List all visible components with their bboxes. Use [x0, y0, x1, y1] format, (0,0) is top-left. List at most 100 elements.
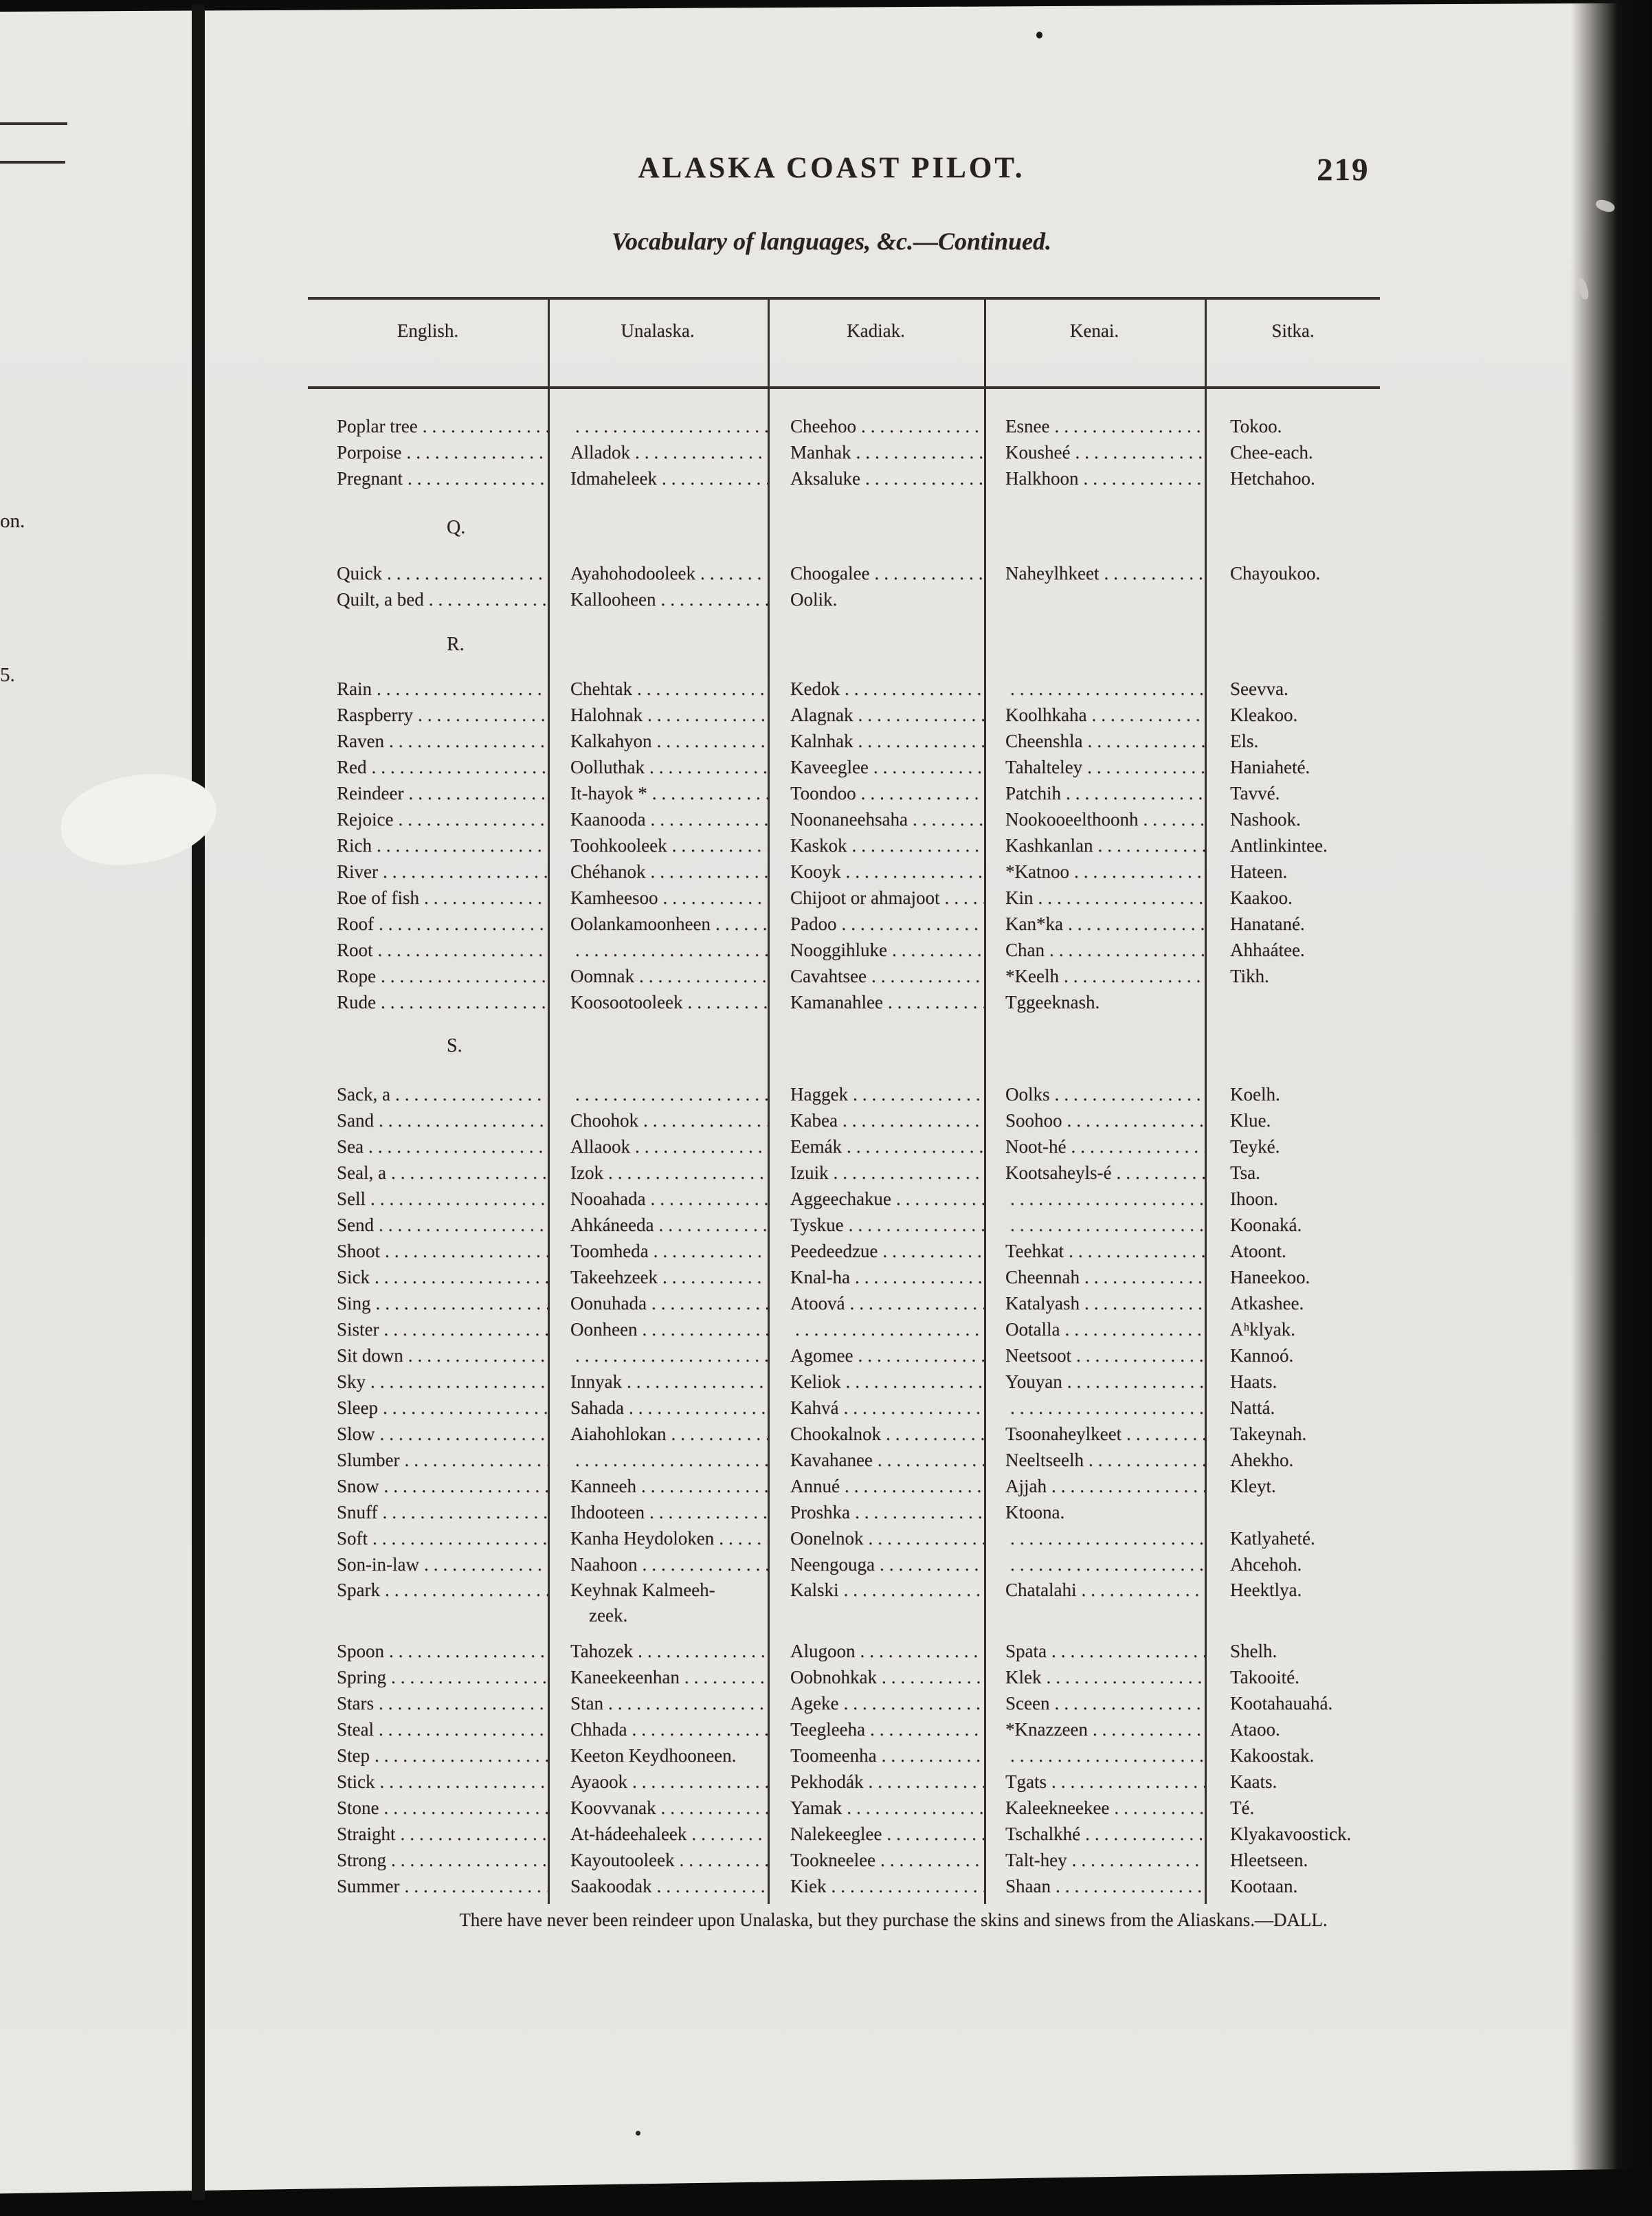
scan-edge-right [1571, 0, 1652, 2216]
cell-text: Kleyt. [1230, 1476, 1276, 1496]
cell-kenai: Kashkanlan..............................… [984, 832, 1205, 858]
cell-english: Poplar tree.............................… [308, 413, 548, 439]
cell-kenai: Kaleekneekee............................… [984, 1795, 1205, 1821]
cell-text: Takooité. [1230, 1667, 1299, 1687]
dot-leader: ........................................… [417, 705, 548, 725]
table-row: Reindeer................................… [308, 780, 1381, 806]
cell-text: Shelh. [1230, 1641, 1277, 1661]
cell-text: Sceen [1005, 1693, 1050, 1714]
cell-text: Kiek [790, 1876, 827, 1896]
table-row: Shoot...................................… [308, 1238, 1381, 1264]
dot-leader: ........................................… [391, 1850, 548, 1870]
cell-kenai: *Katnoo.................................… [984, 858, 1205, 885]
cell-text: Spark [337, 1580, 380, 1600]
cell-text: Oomnak [570, 966, 634, 986]
cell-text: Stone [337, 1797, 379, 1818]
cell-english: Sack, a.................................… [308, 1081, 548, 1107]
column-header-kadiak: Kadiak. [847, 320, 905, 341]
cell-text: Keeton Keydhooneen. [570, 1745, 737, 1766]
cell-sitka: Takooité. [1205, 1664, 1381, 1690]
cell-text: Tahozek [570, 1641, 634, 1661]
dot-leader: ........................................… [846, 1136, 984, 1157]
table-row: Quick...................................… [308, 560, 1381, 586]
cell-english: Red.....................................… [308, 754, 548, 780]
cell-unalaska: It-hayok *..............................… [548, 780, 768, 806]
dot-leader: ........................................… [895, 1188, 984, 1209]
cell-text: Ihoon. [1230, 1188, 1278, 1209]
cell-kenai: Spata...................................… [984, 1638, 1205, 1664]
cell-text: Kannoó. [1230, 1345, 1294, 1366]
dot-leader: ........................................… [1097, 835, 1205, 856]
cell-unalaska: Choohok.................................… [548, 1107, 768, 1133]
dot-leader: ........................................… [649, 757, 768, 777]
table-row: Slumber.................................… [308, 1447, 1381, 1473]
cell-sitka: Kleakoo. [1205, 702, 1381, 728]
cell-text: Summer [337, 1876, 400, 1896]
cell-text: Alugoon [790, 1641, 856, 1661]
cell-english: Slumber.................................… [308, 1447, 548, 1473]
cell-unalaska: Sahada..................................… [548, 1395, 768, 1421]
dot-leader: ........................................… [383, 1397, 548, 1418]
cell-text: Koosootooleek [570, 992, 683, 1012]
cell-english: Spark...................................… [308, 1577, 548, 1628]
dot-leader: ........................................… [370, 1188, 548, 1209]
dot-leader: ........................................… [404, 1876, 548, 1896]
table-row: Spring..................................… [308, 1664, 1381, 1690]
cell-text: Haneekoo. [1230, 1267, 1310, 1287]
cell-kadiak: Kaveeglee...............................… [768, 754, 984, 780]
cell-text: *Keelh [1005, 966, 1059, 986]
cell-text: Kavahanee [790, 1450, 873, 1470]
dot-leader: ........................................… [407, 468, 548, 489]
cell-text: River [337, 861, 378, 882]
cell-text: Hanatané. [1230, 913, 1305, 934]
cell-unalaska: Ayaook..................................… [548, 1769, 768, 1795]
cell-text: Keyhnak Kalmeeh- zeek. [570, 1580, 715, 1626]
cell-text: Sky [337, 1371, 366, 1392]
dot-leader: ........................................… [1010, 1745, 1205, 1766]
cell-english: Snow....................................… [308, 1473, 548, 1499]
cell-text: Tggeeknash. [1005, 992, 1100, 1012]
dot-leader: ........................................… [379, 1719, 548, 1740]
facing-page-rule-fragment [0, 122, 67, 125]
table-header-row: English. Unalaska. Kadiak. Kenai. Sitka. [308, 320, 1381, 342]
dot-leader: ........................................… [871, 966, 984, 986]
dot-leader: ........................................… [833, 1162, 984, 1183]
cell-text: Yamak [790, 1797, 842, 1818]
dot-leader: ........................................… [1075, 1345, 1205, 1366]
cell-text: Cavahtsee [790, 966, 867, 986]
cell-text: Hleetseen. [1230, 1850, 1308, 1870]
cell-kenai: Chan....................................… [984, 937, 1205, 963]
cell-text: Stan [570, 1693, 604, 1714]
ink-speck [636, 2131, 640, 2136]
cell-unalaska: Toomheda................................… [548, 1238, 768, 1264]
cell-kadiak: Oobnohkak...............................… [768, 1664, 984, 1690]
cell-kenai: ........................................… [984, 1186, 1205, 1212]
cell-text: Manhak [790, 442, 851, 463]
cell-text: Chookalnok [790, 1423, 881, 1444]
cell-text: Oonheen [570, 1319, 638, 1340]
cell-text: Red [337, 757, 367, 777]
cell-text: Tahalteley [1005, 757, 1083, 777]
cell-kadiak: Peedeedzue..............................… [768, 1238, 984, 1264]
table-row: Summer..................................… [308, 1873, 1381, 1899]
cell-text: Té. [1230, 1797, 1255, 1818]
dot-leader: ........................................… [852, 1084, 984, 1105]
dot-leader: ........................................… [379, 1693, 548, 1714]
cell-english: Rejoice.................................… [308, 806, 548, 832]
cell-english: Quick...................................… [308, 560, 548, 586]
dot-leader: ........................................… [1067, 913, 1205, 934]
table-row: Pregnant................................… [308, 465, 1381, 491]
dot-leader: ........................................… [847, 1797, 984, 1818]
cell-text: Toohkooleek [570, 835, 667, 856]
cell-unalaska: Oonuhada................................… [548, 1290, 768, 1316]
cell-kadiak: Noonaneehsaha...........................… [768, 806, 984, 832]
dot-leader: ........................................… [381, 966, 548, 986]
cell-text: Shaan [1005, 1876, 1051, 1896]
cell-text: Kalkahyon [570, 731, 652, 751]
cell-text: Stars [337, 1693, 374, 1714]
cell-unalaska: Alladok.................................… [548, 439, 768, 465]
cell-text: Agomee [790, 1345, 853, 1366]
cell-kenai: Kin.....................................… [984, 885, 1205, 911]
dot-leader: ........................................… [388, 731, 548, 751]
dot-leader: ........................................… [1075, 442, 1205, 463]
